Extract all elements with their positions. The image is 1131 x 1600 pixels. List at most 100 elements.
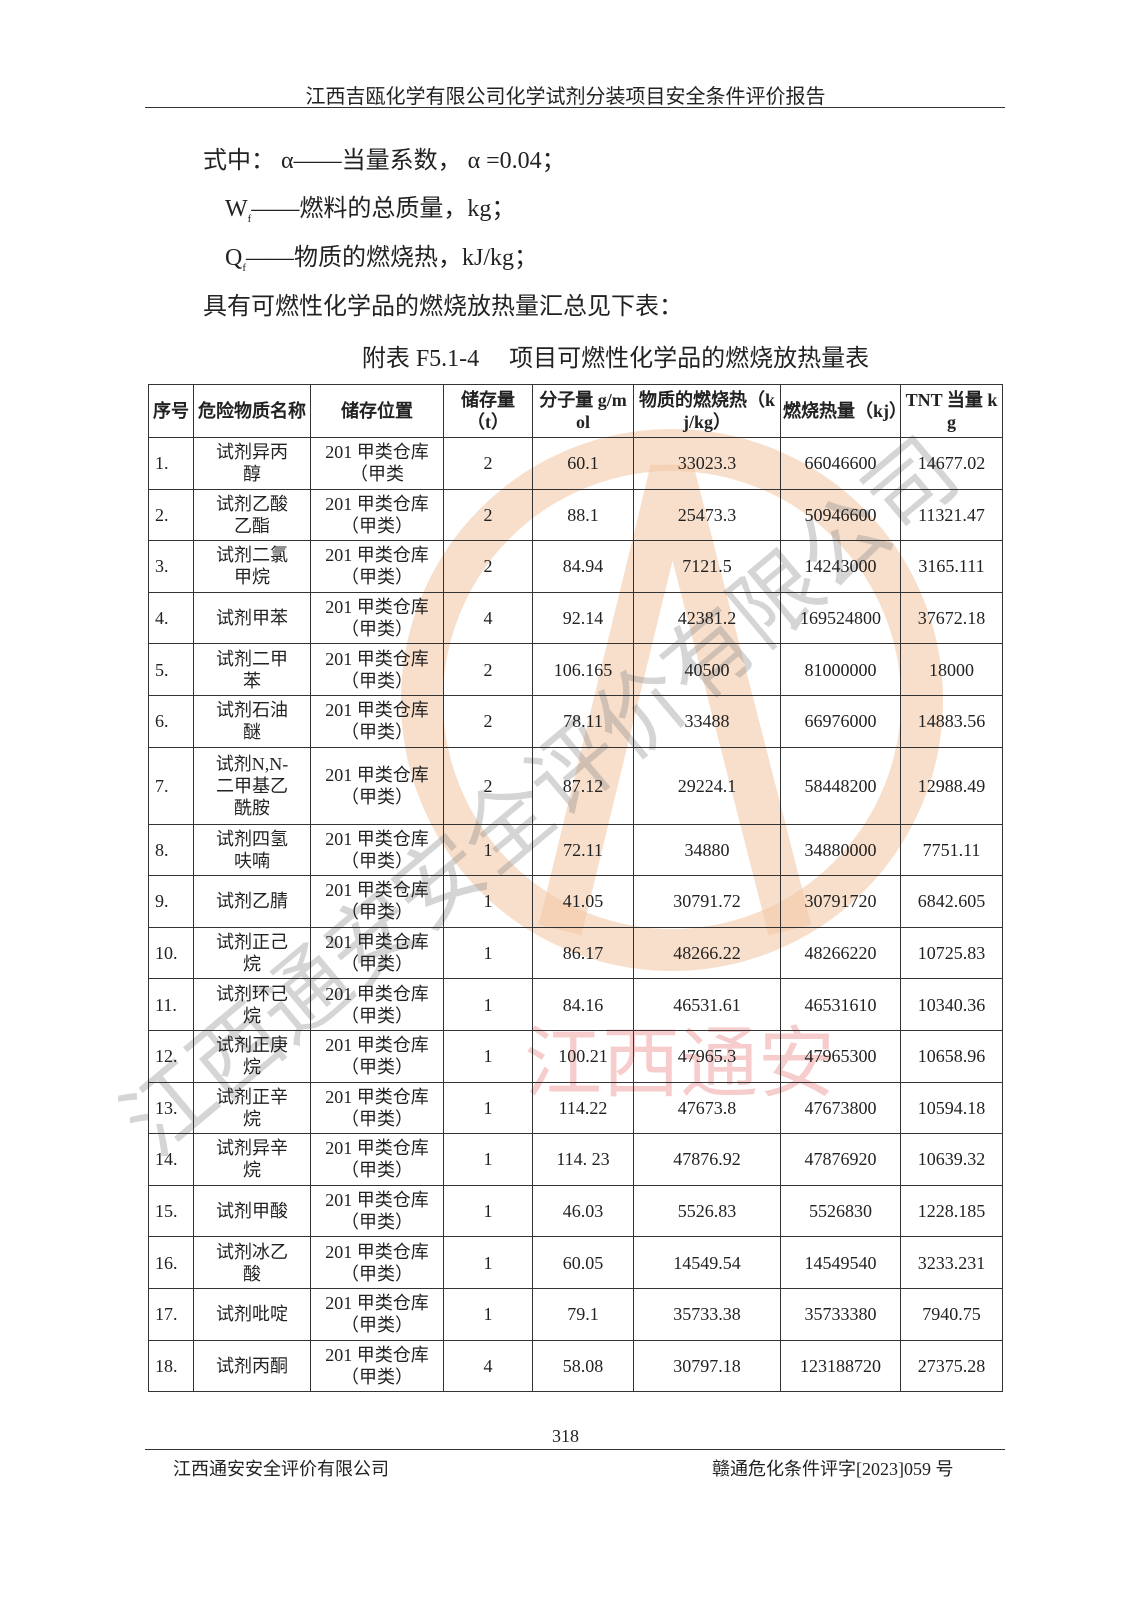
table-cell: 5. (148, 643, 194, 696)
cell-text: 201 甲类仓库（甲类） (325, 1344, 429, 1387)
table-cell: 12. (148, 1029, 194, 1083)
table-cell: 88.1 (532, 488, 634, 542)
table-cell: 123188720 (780, 1339, 901, 1393)
table-cell: 60.05 (532, 1236, 634, 1289)
table-cell: 35733380 (780, 1287, 901, 1341)
footer-doc-no: 赣通危化条件评字[2023]059 号 (712, 1459, 954, 1479)
table-cell: 2 (443, 643, 533, 696)
cell-text: 试剂环己烷 (216, 983, 288, 1026)
table-cell: 201 甲类仓库（甲类） (310, 1081, 444, 1135)
table-cell: 试剂四氢呋喃 (193, 823, 311, 877)
table-cell: 201 甲类仓库（甲类） (310, 488, 444, 542)
table-cell: 201 甲类仓库（甲类） (310, 978, 444, 1031)
table-cell: 14. (148, 1133, 194, 1186)
table-row: 18. 试剂丙酮 201 甲类仓库（甲类） 4 58.08 30797.18 1231887… (148, 1339, 1003, 1393)
cell-text: 试剂石油醚 (216, 700, 288, 743)
subscript: f (247, 212, 252, 225)
table-cell: 79.1 (532, 1287, 634, 1341)
table-row: 5. 试剂二甲苯 201 甲类仓库（甲类） 2 106.165 40500 81000000… (148, 643, 1003, 696)
table-cell: 试剂乙酸乙酯 (193, 488, 311, 542)
table-cell: 169524800 (780, 591, 901, 645)
table-cell: 201 甲类仓库（甲类） (310, 746, 444, 825)
table-cell: 50946600 (780, 488, 901, 542)
column-header: 储存位置 (310, 384, 444, 438)
table-cell: 201 甲类仓库（甲类） (310, 875, 444, 928)
table-cell: 试剂正己烷 (193, 926, 311, 980)
table-row: 13. 试剂正辛烷 201 甲类仓库（甲类） 1 114.22 47673.8 476738… (148, 1081, 1003, 1135)
table-cell: 9. (148, 875, 194, 928)
table-cell: 37672.18 (900, 591, 1003, 645)
table-row: 9. 试剂乙腈 201 甲类仓库（甲类） 1 41.05 30791.72 30791720… (148, 875, 1003, 928)
table-cell: 81000000 (780, 643, 901, 696)
table-cell: 201 甲类仓库（甲类） (310, 1184, 444, 1238)
cell-text: 试剂甲酸 (216, 1201, 288, 1222)
column-header: 序号 (148, 384, 194, 438)
table-cell: 10639.32 (900, 1133, 1003, 1186)
table-cell: 46531610 (780, 978, 901, 1031)
table-cell: 3165.111 (900, 540, 1003, 593)
cell-text: 201 甲类仓库（甲类） (325, 648, 429, 691)
cell-text: 201 甲类仓库（甲类） (325, 764, 429, 807)
table-cell: 27375.28 (900, 1339, 1003, 1393)
symbol: Q (225, 245, 243, 271)
column-header: 燃烧热量（kj） (780, 384, 907, 438)
table-cell: 1 (443, 1133, 533, 1186)
table-cell: 87.12 (532, 746, 634, 825)
table-cell: 201 甲类仓库（甲类） (310, 643, 444, 696)
table-cell: 35733.38 (633, 1287, 781, 1341)
table-cell: 2 (443, 746, 533, 825)
cell-text: 试剂冰乙酸 (216, 1241, 288, 1284)
table-cell: 25473.3 (633, 488, 781, 542)
table-cell: 2 (443, 488, 533, 542)
table-row: 17. 试剂吡啶 201 甲类仓库（甲类） 1 79.1 35733.38 35733380… (148, 1287, 1003, 1341)
table-cell: 66046600 (780, 437, 901, 490)
table-cell: 40500 (633, 643, 781, 696)
table-caption: 附表 F5.1-4 项目可燃性化学品的燃烧放热量表 (361, 346, 870, 372)
table-cell: 试剂二甲苯 (193, 643, 311, 696)
table-cell: 86.17 (532, 926, 634, 980)
table-row: 3. 试剂二氯甲烷 201 甲类仓库（甲类） 2 84.94 7121.5 14243000… (148, 540, 1003, 593)
table-cell: 34880000 (780, 823, 901, 877)
table-cell: 33488 (633, 694, 781, 748)
text: ——物质的燃烧热，kJ/kg； (246, 245, 539, 271)
table-cell: 试剂N,N-二甲基乙酰胺 (193, 746, 311, 825)
table-cell: 14677.02 (900, 437, 1003, 490)
table-cell: 试剂正庚烷 (193, 1029, 311, 1083)
table-cell: 18. (148, 1339, 194, 1393)
table-cell: 46531.61 (633, 978, 781, 1031)
table-cell: 201 甲类仓库（甲类） (310, 694, 444, 748)
cell-text: 试剂异丙醇 (216, 442, 288, 485)
table-cell: 47673800 (780, 1081, 901, 1135)
table-cell: 41.05 (532, 875, 634, 928)
cell-text: 试剂正庚烷 (216, 1035, 288, 1078)
table-cell: 1228.185 (900, 1184, 1003, 1238)
table-cell: 13. (148, 1081, 194, 1135)
table-cell: 47965300 (780, 1029, 901, 1083)
table-cell: 16. (148, 1236, 194, 1289)
table-row: 4. 试剂甲苯 201 甲类仓库（甲类） 4 92.14 42381.2 169524800… (148, 591, 1003, 645)
table-cell: 试剂甲酸 (193, 1184, 311, 1238)
column-header: TNT 当量 kg (900, 384, 1003, 438)
table-cell: 30791.72 (633, 875, 781, 928)
column-header: 储存量（t） (443, 384, 533, 438)
footer-company: 江西通安安全评价有限公司 (173, 1459, 389, 1479)
table-cell: 10725.83 (900, 926, 1003, 980)
table-row: 11. 试剂环己烷 201 甲类仓库（甲类） 1 84.16 46531.61 465316… (148, 978, 1003, 1031)
table-cell: 14549.54 (633, 1236, 781, 1289)
table-cell: 2. (148, 488, 194, 542)
table-cell: 30791720 (780, 875, 901, 928)
table-cell: 66976000 (780, 694, 901, 748)
table-row: 1. 试剂异丙醇 201 甲类仓库（甲类 2 60.1 33023.3 66046600 14… (148, 437, 1003, 490)
cell-text: 试剂乙腈 (216, 891, 288, 912)
table-cell: 6. (148, 694, 194, 748)
column-header: 危险物质名称 (193, 384, 311, 438)
table-cell: 33023.3 (633, 437, 781, 490)
table-cell: 14883.56 (900, 694, 1003, 748)
table-cell: 30797.18 (633, 1339, 781, 1393)
table-cell: 5526830 (780, 1184, 901, 1238)
table-cell: 201 甲类仓库（甲类） (310, 540, 444, 593)
table-row: 2. 试剂乙酸乙酯 201 甲类仓库（甲类） 2 88.1 25473.3 50946600… (148, 488, 1003, 542)
table-cell: 试剂环己烷 (193, 978, 311, 1031)
symbol: W (225, 196, 248, 222)
